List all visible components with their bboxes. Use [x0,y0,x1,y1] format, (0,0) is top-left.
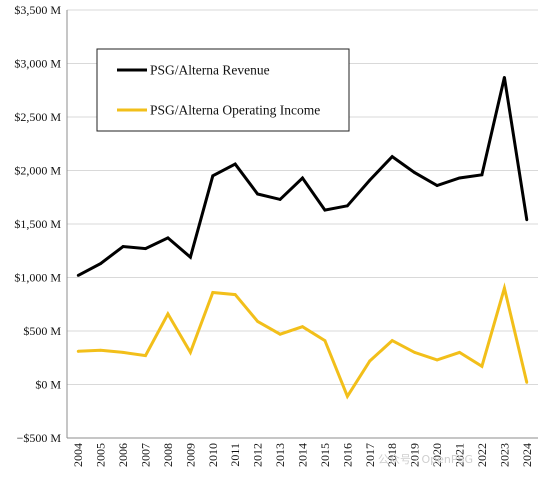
x-tick-label: 2004 [71,443,85,467]
data-point [323,339,327,343]
data-point [233,293,237,297]
data-point [413,351,417,354]
y-tick-label: $0 M [35,378,61,392]
legend-box [96,48,350,132]
data-point [99,348,103,352]
x-tick-label: 2014 [296,443,310,467]
data-point [435,358,439,362]
y-tick-label: $1,000 M [14,271,61,285]
x-tick-label: 2021 [453,443,467,467]
legend: PSG/Alterna Revenue PSG/Alterna Operatin… [96,48,350,132]
data-point [413,171,417,175]
data-point [76,273,80,277]
legend-label-revenue: PSG/Alterna Revenue [150,63,270,78]
y-tick-label: $500 M [23,324,61,338]
data-point [144,354,147,358]
data-point [345,394,349,398]
x-tick-label: 2008 [161,443,175,467]
data-point [121,351,125,354]
x-tick-label: 2024 [520,443,534,467]
x-tick-label: 2013 [273,443,287,467]
x-tick-label: 2023 [497,443,511,467]
y-tick-label: −$500 M [17,431,62,445]
x-tick-label: 2018 [385,443,399,467]
data-point [166,312,170,316]
series-line-1 [78,282,529,400]
data-point [525,218,529,222]
data-point [323,208,327,212]
data-point [211,291,215,294]
y-tick-label: $1,500 M [14,217,61,231]
y-tick-label: $3,000 M [14,57,61,71]
data-point [301,176,304,180]
y-tick-label: $2,500 M [14,110,61,124]
y-tick-label: $2,000 M [14,164,61,178]
data-point [278,197,282,201]
data-point [188,255,192,259]
series-lines [76,76,529,400]
x-tick-label: 2020 [430,443,444,467]
axes [66,10,538,439]
watermark: 公众号 · OpenPSG [378,453,473,466]
x-tick-label: 2006 [116,443,130,467]
data-point [256,319,260,323]
x-tick-label: 2016 [340,443,354,467]
data-point [345,204,349,208]
x-tick-label: 2009 [183,443,197,467]
x-tick-label: 2010 [206,443,220,467]
x-tick-label: 2011 [228,443,242,467]
y-tick-label: $3,500 M [14,3,61,17]
data-point [368,359,372,363]
data-point [99,262,103,265]
x-tick-label: 2017 [363,443,377,467]
x-tick-label: 2012 [251,443,265,467]
y-axis-tick-labels: $3,500 M $3,000 M $2,500 M $2,000 M $1,500 M… [14,3,61,445]
data-point [211,174,215,178]
data-point [458,351,461,354]
x-tick-label: 2019 [408,443,422,467]
x-tick-label: 2015 [318,443,332,467]
data-point [256,192,260,196]
data-point [480,364,484,368]
data-point [233,162,237,166]
data-point [166,236,170,240]
x-axis-tick-labels: 2004 2005 2006 2007 2008 2009 2010 2011 2012 2013… [71,443,534,467]
data-point [502,76,506,79]
data-point [301,325,304,329]
x-tick-label: 2005 [94,443,108,467]
data-point [390,339,394,343]
data-point [121,245,125,248]
data-point [458,176,461,180]
legend-label-operating-income: PSG/Alterna Operating Income [150,103,320,118]
data-point [144,247,147,251]
x-tick-label: 2022 [475,443,489,467]
data-point [390,155,394,158]
data-point [368,178,372,182]
data-point [502,286,506,290]
data-point [525,380,529,384]
data-point [480,173,484,177]
x-tick-label: 2007 [139,443,153,467]
data-point [76,349,80,353]
data-point [188,351,192,354]
data-point [278,332,282,336]
data-point [435,184,439,187]
